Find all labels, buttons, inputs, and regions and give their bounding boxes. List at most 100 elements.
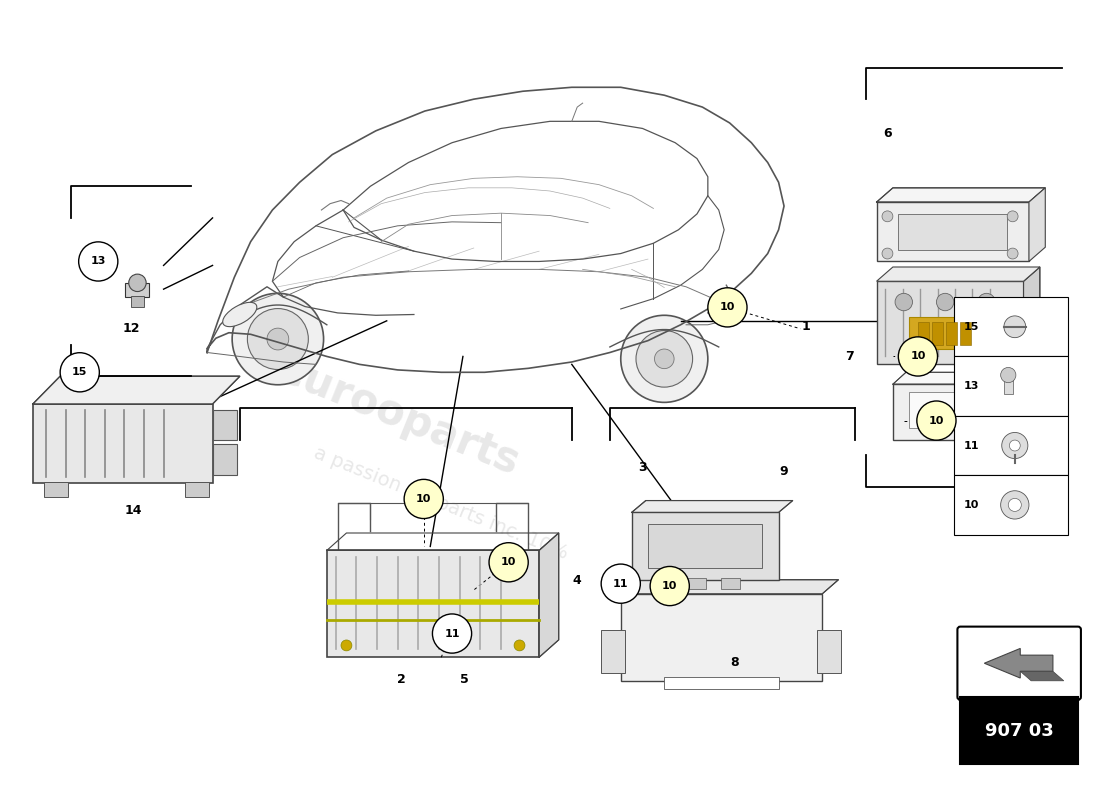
Polygon shape [877, 267, 1040, 282]
Circle shape [882, 248, 893, 259]
Text: 10: 10 [910, 351, 925, 362]
Text: 10: 10 [928, 415, 944, 426]
Circle shape [248, 309, 308, 370]
Circle shape [650, 566, 690, 606]
Circle shape [1001, 490, 1028, 519]
Bar [954, 357, 1068, 416]
Circle shape [1008, 211, 1019, 222]
Bar [131, 295, 144, 306]
Circle shape [636, 330, 693, 387]
Circle shape [129, 274, 146, 291]
Circle shape [1010, 440, 1021, 451]
Bar [327, 550, 539, 658]
Polygon shape [877, 188, 1045, 202]
Circle shape [1002, 433, 1027, 458]
Bar [917, 322, 928, 345]
Bar [899, 214, 1008, 250]
Text: 4: 4 [573, 574, 582, 587]
Text: 12: 12 [122, 322, 140, 335]
Bar [125, 283, 150, 297]
Circle shape [60, 353, 99, 392]
Bar [910, 392, 986, 428]
Bar [620, 594, 822, 681]
Circle shape [602, 564, 640, 603]
Text: 8: 8 [730, 656, 739, 670]
Bar [1004, 378, 1013, 394]
Text: 3: 3 [638, 461, 647, 474]
Polygon shape [893, 372, 1015, 384]
Circle shape [654, 349, 674, 369]
Ellipse shape [222, 302, 256, 326]
Bar [960, 697, 1078, 764]
Circle shape [978, 294, 996, 310]
Bar [877, 282, 1023, 364]
Bar [954, 475, 1068, 534]
Polygon shape [1023, 267, 1040, 364]
Circle shape [1008, 248, 1019, 259]
Bar [185, 482, 209, 498]
Bar [954, 416, 1068, 475]
Text: 11: 11 [964, 441, 979, 450]
Polygon shape [539, 533, 559, 658]
Bar [212, 443, 236, 475]
Bar [33, 404, 212, 483]
Polygon shape [984, 649, 1053, 678]
Polygon shape [33, 376, 240, 404]
Bar [720, 578, 740, 590]
Circle shape [882, 211, 893, 222]
Bar [954, 297, 1068, 357]
Circle shape [1004, 316, 1025, 338]
Bar [946, 322, 957, 345]
Circle shape [232, 294, 323, 385]
Text: 15: 15 [73, 367, 87, 378]
Bar [664, 677, 779, 689]
Polygon shape [631, 501, 793, 513]
Text: 1: 1 [802, 320, 811, 333]
Text: 11: 11 [613, 578, 628, 589]
Text: 9: 9 [780, 465, 789, 478]
Text: a passion for parts inc. 10%: a passion for parts inc. 10% [311, 443, 571, 562]
Text: 10: 10 [500, 558, 516, 567]
Bar [651, 578, 671, 590]
Text: 11: 11 [444, 629, 460, 638]
Bar [44, 482, 68, 498]
Bar [816, 630, 840, 673]
Text: 10: 10 [719, 302, 735, 312]
Circle shape [404, 479, 443, 518]
Circle shape [895, 294, 913, 310]
Circle shape [432, 614, 472, 653]
Text: eurooparts: eurooparts [270, 348, 526, 484]
Circle shape [267, 328, 289, 350]
Text: 14: 14 [125, 504, 142, 518]
Circle shape [490, 542, 528, 582]
Polygon shape [620, 580, 838, 594]
Circle shape [1001, 367, 1016, 382]
Circle shape [341, 640, 352, 651]
Text: 10: 10 [662, 581, 678, 591]
Bar [932, 322, 943, 345]
FancyBboxPatch shape [957, 626, 1081, 700]
Text: 6: 6 [883, 126, 892, 140]
Text: 907 03: 907 03 [984, 722, 1054, 739]
Text: 5: 5 [461, 673, 470, 686]
Bar [893, 384, 1002, 439]
Circle shape [1009, 498, 1021, 511]
Text: 10: 10 [416, 494, 431, 504]
Circle shape [620, 315, 707, 402]
Circle shape [707, 288, 747, 327]
Polygon shape [1028, 188, 1045, 262]
Bar [877, 202, 1028, 262]
Circle shape [79, 242, 118, 281]
Text: 7: 7 [845, 350, 854, 363]
Text: 2: 2 [397, 673, 406, 686]
Bar [648, 524, 762, 568]
Circle shape [916, 401, 956, 440]
Bar [686, 578, 706, 590]
Text: 13: 13 [90, 257, 106, 266]
Bar [910, 317, 975, 349]
Circle shape [936, 294, 954, 310]
Circle shape [899, 337, 937, 376]
Text: 13: 13 [964, 381, 979, 391]
Text: 10: 10 [964, 500, 979, 510]
Polygon shape [1020, 671, 1064, 681]
